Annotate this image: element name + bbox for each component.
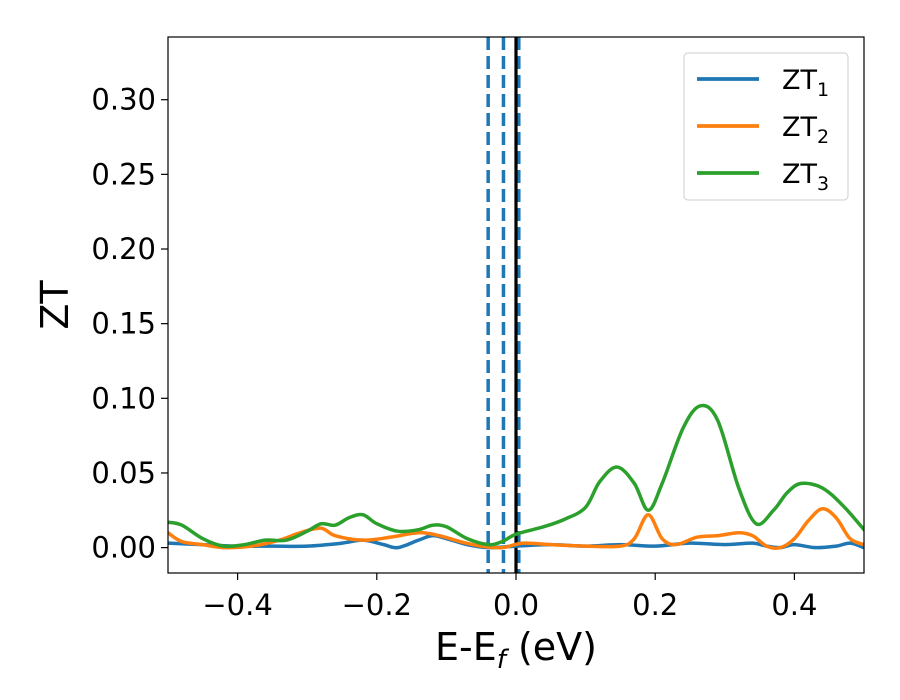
reference-lines [486,37,521,573]
series-line-zt2 [168,507,864,550]
x-axis-ticks: −0.4 −0.2 0.0 0.2 0.4 [202,573,817,622]
x-axis-label-unit: (eV) [506,625,597,669]
legend: ZT1 ZT2 ZT3 [683,52,849,201]
y-tick-label: 0.00 [91,531,156,565]
x-axis-label-main: E-E [435,625,497,669]
x-tick-label: −0.2 [342,588,412,622]
series-line-zt3 [168,403,864,549]
y-tick-label: 0.10 [91,381,156,415]
legend-box [683,52,849,201]
legend-label-zt1: ZT1 [782,65,829,101]
y-axis-label: ZT [33,280,77,330]
y-tick-label: 0.05 [91,456,156,490]
series-lines [168,403,864,550]
y-tick-label: 0.15 [91,307,156,341]
legend-label-zt2: ZT2 [782,112,829,148]
legend-label-zt3: ZT3 [782,159,829,195]
y-axis-ticks: 0.00 0.05 0.10 0.15 0.20 0.25 0.30 [91,83,168,565]
x-axis-label: E-Ef (eV) [435,625,597,675]
x-tick-label: −0.4 [202,588,272,622]
y-tick-label: 0.25 [91,157,156,191]
x-tick-label: 0.4 [771,588,817,622]
y-tick-label: 0.20 [91,232,156,266]
y-tick-label: 0.30 [91,83,156,117]
legend-items: ZT1 ZT2 ZT3 [697,65,829,195]
x-tick-label: 0.0 [493,588,539,622]
x-tick-label: 0.2 [632,588,678,622]
